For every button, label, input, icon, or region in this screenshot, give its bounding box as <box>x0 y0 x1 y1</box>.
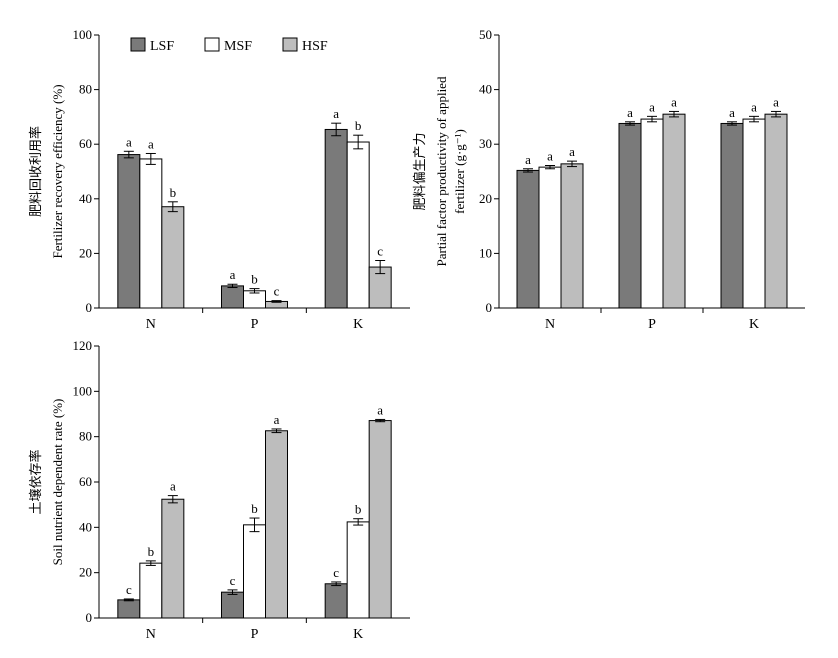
significance-label: a <box>333 106 339 121</box>
legend-swatch <box>204 37 220 52</box>
y-tick-label: 100 <box>73 383 93 398</box>
y-axis-label-cn: 肥料偏生产力 <box>412 132 427 210</box>
significance-label: a <box>148 136 154 151</box>
bar-msf <box>346 141 370 309</box>
significance-label: a <box>377 402 383 417</box>
chart-panel-2: 0 10 20 30 40 50 N P Ka a a a a a a a a 肥料偏生产力 Partial fac… <box>412 27 805 332</box>
legend-swatch <box>282 37 298 52</box>
significance-label: b <box>355 502 362 517</box>
bar-lsf <box>324 128 348 309</box>
significance-label: a <box>569 144 575 159</box>
significance-label: b <box>251 501 258 516</box>
bar-hsf <box>161 206 185 309</box>
y-axis-label: Partial factor productivity of applied fe… <box>434 76 467 266</box>
bar-hsf <box>764 113 788 309</box>
y-tick-label: 40 <box>79 519 92 534</box>
y-tick-label: 20 <box>479 191 492 206</box>
y-axis-label-cn: 土壤依存率 <box>28 449 43 514</box>
significance-label: b <box>148 544 155 559</box>
x-category-label: P <box>251 317 259 332</box>
bar-lsf <box>117 599 141 619</box>
bar-hsf <box>368 420 392 619</box>
x-category-label: N <box>545 317 555 332</box>
significance-label: b <box>355 118 362 133</box>
x-category-label: N <box>146 627 156 642</box>
y-tick-label: 60 <box>79 474 92 489</box>
significance-label: a <box>751 99 757 114</box>
significance-label: a <box>729 105 735 120</box>
significance-label: a <box>547 148 553 163</box>
bar-lsf <box>516 169 540 309</box>
y-tick-label: 40 <box>479 82 492 97</box>
significance-label: a <box>230 267 236 282</box>
significance-label: a <box>274 412 280 427</box>
y-tick-label: 0 <box>486 300 493 315</box>
chart-panel-3: 0 20 40 60 80 100 120 N P Kc b a c b a c b a 土壤依存率 Soil nut… <box>28 338 410 642</box>
y-tick-label: 40 <box>79 191 92 206</box>
bar-msf <box>640 118 664 309</box>
significance-label: a <box>627 105 633 120</box>
y-tick-label: 60 <box>79 136 92 151</box>
bar-hsf <box>265 430 288 619</box>
bar-hsf <box>662 113 686 309</box>
bar-lsf <box>221 285 244 309</box>
significance-label: c <box>333 565 339 580</box>
y-axis-label: Fertilizer recovery efficiency (%) <box>50 84 65 258</box>
x-category-label: N <box>146 317 156 332</box>
bar-msf <box>243 524 266 619</box>
bar-msf <box>139 158 163 309</box>
significance-label: a <box>525 152 531 167</box>
chart-legend: LSF MSF HSF <box>130 37 328 54</box>
x-category-label: P <box>648 317 656 332</box>
significance-label: c <box>377 243 383 258</box>
bar-lsf <box>117 154 141 309</box>
y-tick-label: 20 <box>79 245 92 260</box>
x-category-label: K <box>353 317 363 332</box>
significance-label: b <box>251 272 258 287</box>
y-tick-label: 0 <box>86 300 93 315</box>
significance-label: a <box>126 134 132 149</box>
y-axis-label: Soil nutrient dependent rate (%) <box>50 399 65 566</box>
y-tick-label: 0 <box>86 610 93 625</box>
significance-label: a <box>170 479 176 494</box>
bar-lsf <box>618 122 642 309</box>
y-tick-label: 30 <box>479 136 492 151</box>
bar-msf <box>139 562 163 619</box>
y-tick-label: 100 <box>73 27 93 42</box>
x-category-label: K <box>353 627 363 642</box>
legend-label: MSF <box>224 39 252 54</box>
bar-hsf <box>161 498 185 619</box>
significance-label: c <box>230 573 236 588</box>
legend-swatch <box>130 37 146 52</box>
bar-lsf <box>324 583 348 619</box>
bar-lsf <box>221 591 244 619</box>
x-category-label: P <box>251 627 259 642</box>
y-tick-label: 20 <box>79 565 92 580</box>
y-tick-label: 50 <box>479 27 492 42</box>
y-tick-label: 80 <box>79 429 92 444</box>
y-tick-label: 80 <box>79 82 92 97</box>
bar-msf <box>742 118 766 309</box>
bar-lsf <box>720 122 744 309</box>
legend-label: LSF <box>150 39 174 54</box>
significance-label: c <box>274 284 280 299</box>
y-tick-label: 10 <box>479 245 492 260</box>
bar-msf <box>346 521 370 619</box>
x-category-label: K <box>749 317 759 332</box>
significance-label: a <box>649 99 655 114</box>
bar-msf <box>538 166 562 309</box>
significance-label: c <box>126 582 132 597</box>
y-axis-label-cn: 肥料回收利用率 <box>28 126 43 217</box>
legend-label: HSF <box>302 39 328 54</box>
bar-hsf <box>560 163 584 309</box>
y-tick-label: 120 <box>73 338 93 353</box>
significance-label: a <box>671 94 677 109</box>
significance-label: b <box>170 185 177 200</box>
significance-label: a <box>773 94 779 109</box>
